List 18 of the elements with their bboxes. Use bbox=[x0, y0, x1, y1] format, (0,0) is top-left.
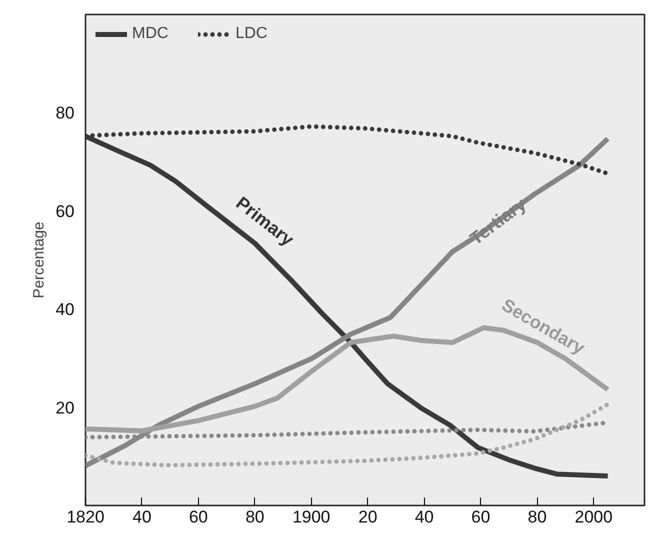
y-tick-label: 40 bbox=[56, 300, 75, 320]
x-tick-label: 60 bbox=[471, 508, 490, 526]
line-series bbox=[86, 402, 610, 468]
y-axis-title: Percentage bbox=[30, 222, 48, 298]
legend-label: MDC bbox=[132, 25, 168, 43]
y-tick-label: 80 bbox=[56, 104, 75, 123]
x-tick-label: 40 bbox=[132, 508, 152, 526]
x-tick-label: 2000 bbox=[574, 508, 613, 526]
x-tick-label: 60 bbox=[188, 508, 208, 526]
y-tick-label: 20 bbox=[56, 398, 75, 418]
x-tick-label: 80 bbox=[245, 508, 264, 526]
x-tick-label: 20 bbox=[358, 508, 378, 526]
y-tick-label: 60 bbox=[56, 202, 75, 221]
x-tick-label: 1820 bbox=[66, 508, 104, 526]
x-tick-label: 1900 bbox=[292, 508, 330, 526]
legend-label: LDC bbox=[235, 25, 268, 43]
x-tick-label: 80 bbox=[528, 508, 547, 526]
x-tick-label: 40 bbox=[414, 508, 434, 526]
